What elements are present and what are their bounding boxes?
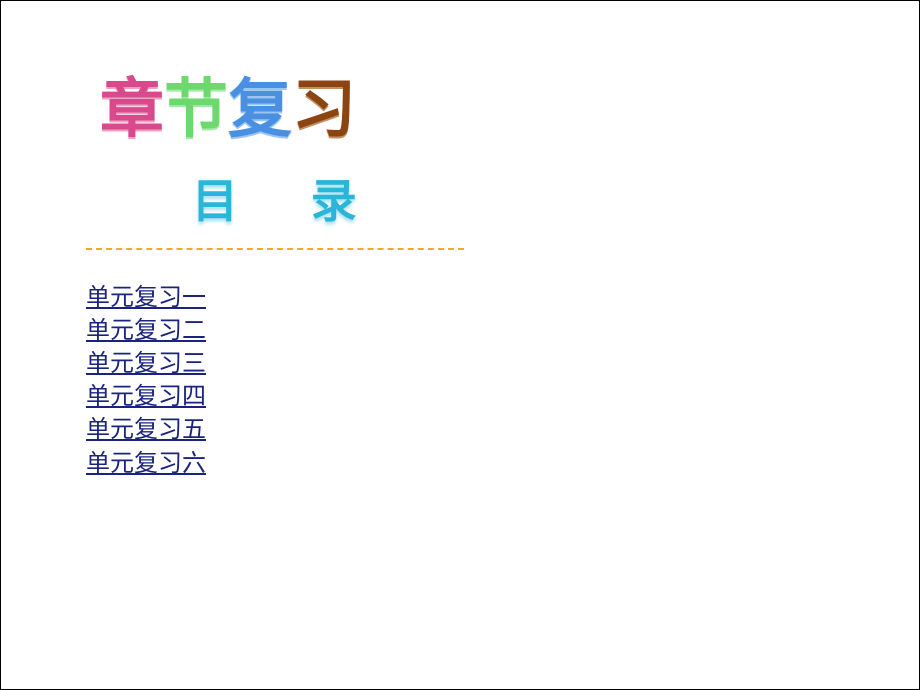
main-title: 章节复习 [100, 58, 356, 150]
link-unit-6[interactable]: 单元复习六 [86, 448, 206, 481]
link-unit-4[interactable]: 单元复习四 [86, 381, 206, 414]
title-char-4: 习 [292, 73, 356, 145]
link-unit-1[interactable]: 单元复习一 [86, 282, 206, 315]
title-char-2: 节 [164, 73, 228, 145]
links-list: 单元复习一 单元复习二 单元复习三 单元复习四 单元复习五 单元复习六 [86, 282, 206, 481]
title-char-3: 复 [228, 73, 292, 145]
link-unit-3[interactable]: 单元复习三 [86, 348, 206, 381]
link-unit-2[interactable]: 单元复习二 [86, 315, 206, 348]
divider [86, 248, 464, 250]
subtitle: 目 录 [192, 165, 387, 231]
link-unit-5[interactable]: 单元复习五 [86, 414, 206, 447]
title-char-1: 章 [100, 73, 164, 145]
